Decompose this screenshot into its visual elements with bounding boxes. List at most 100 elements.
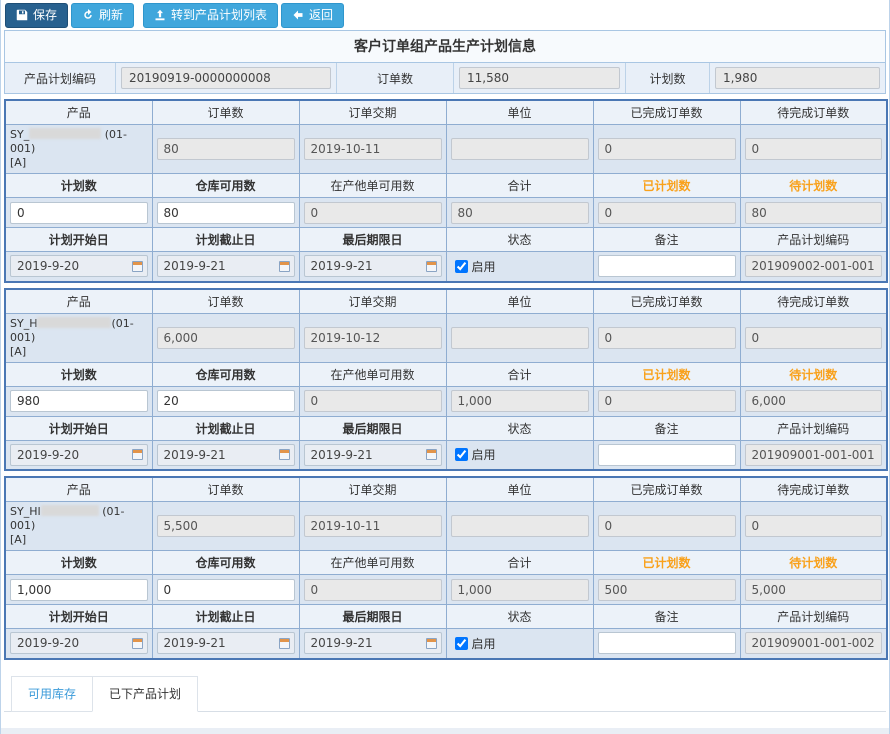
col-header-completed: 已完成订单数 — [592, 99, 741, 125]
warehouse-qty-input[interactable] — [156, 390, 295, 412]
col-header-delivery: 订单交期 — [298, 99, 447, 125]
col-header-end-date: 计划截止日 — [151, 415, 300, 441]
col-header-plan-qty: 计划数 — [4, 550, 153, 575]
col-header-unit: 单位 — [445, 288, 594, 314]
enabled-checkbox[interactable] — [454, 636, 468, 650]
to-plan-qty-input — [744, 390, 882, 412]
planned-qty-input — [597, 578, 736, 601]
pending-qty-input — [744, 326, 882, 349]
goto-plan-list-button[interactable]: 转到产品计划列表 — [143, 3, 279, 28]
summary-row: 产品计划编码 20190919-0000000008 订单数 11,580 计划… — [5, 62, 885, 93]
calendar-icon[interactable] — [131, 449, 143, 461]
calendar-icon[interactable] — [425, 260, 437, 272]
col-header-planned: 已计划数 — [592, 361, 741, 387]
page-bottom-strip — [1, 728, 889, 734]
calendar-icon[interactable] — [278, 260, 290, 272]
redacted-text — [37, 316, 112, 328]
tab-available-inventory[interactable]: 可用库存 — [11, 675, 93, 712]
refresh-button[interactable]: 刷新 — [71, 3, 135, 28]
remark-input[interactable] — [597, 255, 736, 278]
col-header-plan-code: 产品计划编码 — [739, 604, 888, 629]
order-qty-input — [156, 326, 295, 349]
col-header-end-date: 计划截止日 — [151, 227, 300, 252]
plan-code-input — [744, 443, 882, 466]
total-qty-input — [450, 578, 589, 601]
tab-issued-product-plans[interactable]: 已下产品计划 — [92, 675, 199, 712]
refresh-button-label: 刷新 — [99, 8, 124, 22]
goto-plan-list-label: 转到产品计划列表 — [171, 8, 268, 22]
order-qty-label: 订单数 — [336, 63, 453, 93]
plan-qty-input[interactable] — [10, 578, 148, 601]
end-date-picker[interactable]: 2019-9-21 — [156, 443, 295, 466]
plan-qty-input[interactable] — [10, 390, 148, 412]
planned-qty-input — [597, 201, 736, 224]
col-header-order-qty: 订单数 — [151, 288, 300, 314]
calendar-icon[interactable] — [425, 449, 437, 461]
col-header-pending: 待完成订单数 — [739, 99, 888, 125]
pending-qty-input — [744, 515, 882, 537]
plan-code-input — [744, 632, 882, 655]
col-header-completed: 已完成订单数 — [592, 288, 741, 314]
col-header-delivery: 订单交期 — [298, 476, 447, 502]
delivery-date-input — [303, 138, 442, 160]
save-button[interactable]: 保存 — [5, 3, 69, 28]
other-order-qty-input — [303, 390, 442, 412]
calendar-icon[interactable] — [131, 260, 143, 272]
end-date-picker[interactable]: 2019-9-21 — [156, 255, 295, 278]
col-header-deadline: 最后期限日 — [298, 604, 447, 629]
refresh-icon — [84, 9, 92, 19]
col-header-to-plan: 待计划数 — [739, 173, 888, 198]
unit-input — [450, 515, 589, 537]
col-header-product: 产品 — [4, 476, 153, 502]
col-header-completed: 已完成订单数 — [592, 476, 741, 502]
to-plan-qty-input — [744, 578, 882, 601]
start-date-picker[interactable]: 2019-9-20 — [10, 255, 148, 278]
warehouse-qty-input[interactable] — [156, 578, 295, 601]
calendar-icon[interactable] — [278, 449, 290, 461]
completed-qty-input — [597, 138, 736, 160]
remark-input[interactable] — [597, 443, 736, 466]
col-header-order-qty: 订单数 — [151, 476, 300, 502]
redacted-text — [40, 505, 99, 516]
plan-qty-input[interactable] — [10, 201, 148, 224]
warehouse-qty-input[interactable] — [156, 201, 295, 224]
to-plan-qty-input — [744, 201, 882, 224]
col-header-remark: 备注 — [592, 415, 741, 441]
product-cell: SY_ (01-001) [A] — [4, 124, 153, 174]
back-button-label: 返回 — [309, 8, 334, 22]
enabled-checkbox[interactable] — [454, 448, 468, 462]
back-arrow-icon — [293, 10, 303, 20]
calendar-icon[interactable] — [278, 637, 290, 649]
col-header-other-order: 在产他单可用数 — [298, 361, 447, 387]
col-header-warehouse: 仓库可用数 — [151, 550, 300, 575]
deadline-date-picker[interactable]: 2019-9-21 — [303, 632, 442, 655]
calendar-icon[interactable] — [131, 637, 143, 649]
col-header-total: 合计 — [445, 173, 594, 198]
end-date-picker[interactable]: 2019-9-21 — [156, 632, 295, 655]
completed-qty-input — [597, 515, 736, 537]
plan-qty-label: 计划数 — [625, 63, 709, 93]
col-header-product: 产品 — [4, 288, 153, 314]
total-qty-input — [450, 201, 589, 224]
back-button[interactable]: 返回 — [281, 3, 345, 28]
group-plan-code-value: 20190919-0000000008 — [121, 67, 331, 89]
deadline-date-picker[interactable]: 2019-9-21 — [303, 443, 442, 466]
other-order-qty-input — [303, 201, 442, 224]
col-header-unit: 单位 — [445, 99, 594, 125]
col-header-product: 产品 — [4, 99, 153, 125]
deadline-date-picker[interactable]: 2019-9-21 — [303, 255, 442, 278]
col-header-unit: 单位 — [445, 476, 594, 502]
product-cell: SY_H (01-001) [A] — [4, 312, 153, 363]
bottom-tab-bar: 可用库存 已下产品计划 — [4, 675, 886, 712]
enabled-label: 启用 — [471, 636, 496, 651]
col-header-start-date: 计划开始日 — [4, 604, 153, 629]
remark-input[interactable] — [597, 632, 736, 655]
delivery-date-input — [303, 326, 442, 349]
enabled-checkbox[interactable] — [454, 259, 468, 273]
col-header-plan-qty: 计划数 — [4, 173, 153, 198]
calendar-icon[interactable] — [425, 637, 437, 649]
delivery-date-input — [303, 515, 442, 537]
start-date-picker[interactable]: 2019-9-20 — [10, 632, 148, 655]
start-date-picker[interactable]: 2019-9-20 — [10, 443, 148, 466]
